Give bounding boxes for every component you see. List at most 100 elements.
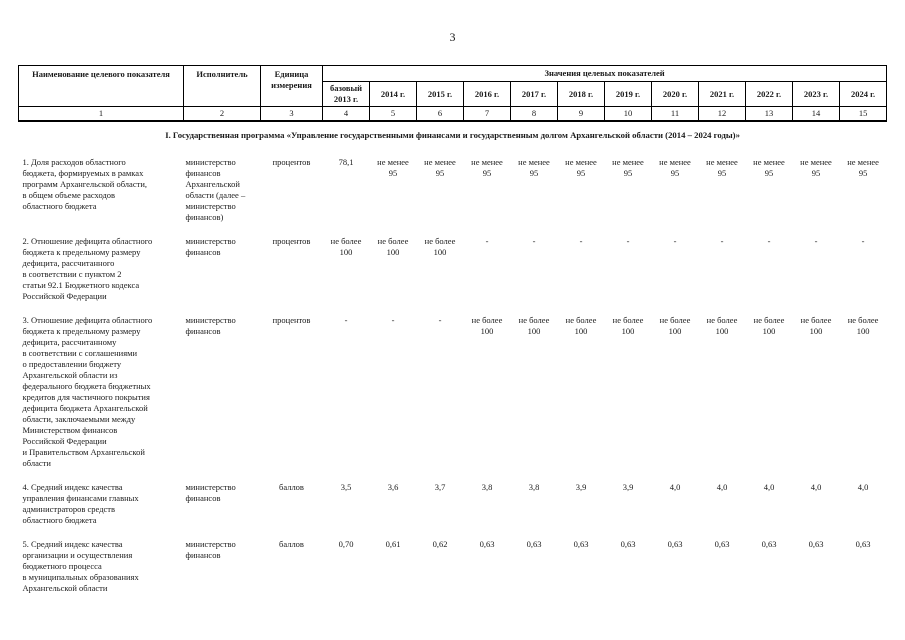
- indicator-value: 4,0: [857, 482, 869, 492]
- indicators-table: Наименование целевого показателя Исполни…: [18, 65, 888, 606]
- col-header-year: 2024 г.: [838, 81, 888, 107]
- indicator-value: 0,63: [573, 539, 589, 549]
- indicator-value: не более 100: [377, 236, 409, 257]
- indicator-unit: процентов: [272, 315, 311, 325]
- col-header-year: 2020 г.: [651, 81, 699, 107]
- column-number: 12: [698, 106, 746, 122]
- col-header-year: 2023 г.: [792, 81, 840, 107]
- indicator-value: не более 100: [659, 315, 691, 336]
- indicator-value: не более 100: [847, 315, 879, 336]
- indicator-value: не менее 95: [800, 157, 832, 178]
- indicator-value: 0,62: [432, 539, 448, 549]
- indicator-value: -: [673, 236, 677, 246]
- header-row-years: базовый 2013 г. 2014 г. 2015 г. 2016 г. …: [19, 81, 888, 107]
- indicator-value: не менее 95: [753, 157, 785, 178]
- indicator-value: 0,63: [808, 539, 824, 549]
- col-header-executor: Исполнитель: [183, 65, 261, 107]
- indicator-value: 4,0: [716, 482, 728, 492]
- header-row-main: Наименование целевого показателя Исполни…: [18, 65, 888, 107]
- indicator-value: не более 100: [471, 315, 503, 336]
- column-number: 3: [260, 106, 323, 122]
- indicator-value: -: [626, 236, 630, 246]
- indicator-executor: министерство финансов: [185, 482, 236, 503]
- indicator-value: не более 100: [330, 236, 362, 257]
- indicator-value: -: [485, 236, 489, 246]
- indicator-value: 0,63: [667, 539, 683, 549]
- indicator-value: -: [438, 315, 442, 325]
- column-number: 4: [322, 106, 370, 122]
- col-header-year: 2021 г.: [698, 81, 746, 107]
- indicator-value: 0,70: [338, 539, 354, 549]
- column-number: 14: [792, 106, 840, 122]
- col-header-year: 2015 г.: [416, 81, 464, 107]
- indicator-value: 3,6: [387, 482, 399, 492]
- table-row: 1. Доля расходов областного бюджета, фор…: [19, 156, 887, 235]
- indicator-value: не более 100: [565, 315, 597, 336]
- indicator-value: не более 100: [753, 315, 785, 336]
- indicator-value: не менее 95: [706, 157, 738, 178]
- table-row: 5. Средний индекс качества организации и…: [19, 538, 887, 606]
- indicator-value: -: [720, 236, 724, 246]
- indicator-value: 4,0: [763, 482, 775, 492]
- indicator-value: 4,0: [669, 482, 681, 492]
- section-title: I. Государственная программа «Управление…: [165, 130, 740, 140]
- indicator-value: -: [391, 315, 395, 325]
- indicator-value: не более 100: [706, 315, 738, 336]
- col-header-values-group: Значения целевых показателей: [321, 65, 888, 82]
- table-row: 4. Средний индекс качества управления фи…: [19, 481, 887, 538]
- header-row-column-numbers: 1 2 3 4 5 6 7 8 9 10 11 12 13 14 15: [18, 106, 888, 122]
- indicator-value: 3,8: [528, 482, 540, 492]
- indicator-value: 3,8: [481, 482, 493, 492]
- col-header-year: 2019 г.: [604, 81, 652, 107]
- indicator-value: 4,0: [810, 482, 822, 492]
- indicator-value: не более 100: [518, 315, 550, 336]
- column-number: 1: [18, 106, 184, 122]
- table-row: 2. Отношение дефицита областного бюджета…: [19, 235, 887, 314]
- indicator-value: не менее 95: [471, 157, 503, 178]
- column-number: 9: [557, 106, 605, 122]
- indicator-executor: министерство финансов: [185, 539, 236, 560]
- indicator-value: 3,5: [340, 482, 352, 492]
- indicator-value: 0,63: [714, 539, 730, 549]
- indicator-value: 78,1: [338, 157, 354, 167]
- col-header-year-base: базовый 2013 г.: [322, 81, 370, 107]
- indicator-name: 2. Отношение дефицита областного бюджета…: [22, 236, 153, 301]
- section-title-row: I. Государственная программа «Управление…: [19, 121, 887, 156]
- col-header-unit: Единица измерения: [260, 65, 323, 107]
- page-number: 3: [449, 30, 456, 44]
- table-row: 3. Отношение дефицита областного бюджета…: [19, 314, 887, 481]
- indicator-value: не менее 95: [612, 157, 644, 178]
- col-header-year: 2018 г.: [557, 81, 605, 107]
- indicator-value: не менее 95: [518, 157, 550, 178]
- indicator-value: не менее 95: [659, 157, 691, 178]
- indicator-executor: министерство финансов: [185, 236, 236, 257]
- column-number: 5: [369, 106, 417, 122]
- column-number: 2: [183, 106, 261, 122]
- indicator-value: 0,63: [526, 539, 542, 549]
- indicator-name: 1. Доля расходов областного бюджета, фор…: [22, 157, 148, 211]
- indicator-value: 3,9: [575, 482, 587, 492]
- indicator-value: -: [861, 236, 865, 246]
- indicator-value: 0,63: [479, 539, 495, 549]
- indicator-value: -: [579, 236, 583, 246]
- column-number: 10: [604, 106, 652, 122]
- col-header-year: 2014 г.: [369, 81, 417, 107]
- indicator-value: 3,7: [434, 482, 446, 492]
- indicator-value: -: [344, 315, 348, 325]
- indicator-value: -: [814, 236, 818, 246]
- indicator-value: не более 100: [424, 236, 456, 257]
- column-number: 13: [745, 106, 793, 122]
- col-header-year: 2017 г.: [510, 81, 558, 107]
- indicator-unit: баллов: [279, 482, 304, 492]
- indicator-name: 3. Отношение дефицита областного бюджета…: [22, 315, 153, 468]
- column-number: 8: [510, 106, 558, 122]
- indicator-value: не более 100: [800, 315, 832, 336]
- column-number: 6: [416, 106, 464, 122]
- indicator-value: 0,61: [385, 539, 401, 549]
- indicator-value: не менее 95: [565, 157, 597, 178]
- indicator-value: -: [767, 236, 771, 246]
- indicator-unit: баллов: [279, 539, 304, 549]
- col-header-year: 2022 г.: [745, 81, 793, 107]
- indicator-unit: процентов: [272, 157, 311, 167]
